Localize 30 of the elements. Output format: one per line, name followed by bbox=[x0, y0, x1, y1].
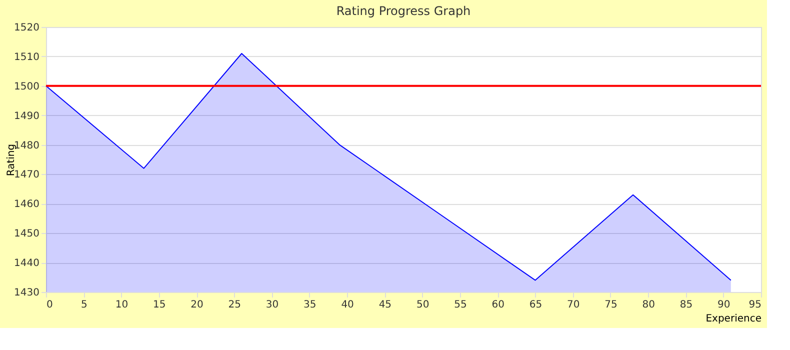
y-tick-label: 1490 bbox=[14, 110, 40, 122]
x-tick-label: 85 bbox=[680, 300, 693, 310]
x-tick-label: 60 bbox=[492, 300, 504, 310]
x-tick-label: 80 bbox=[642, 300, 655, 310]
x-tick-label: 20 bbox=[190, 300, 204, 310]
x-tick-label: 50 bbox=[416, 300, 430, 310]
x-tick-label: 30 bbox=[266, 300, 279, 310]
chart-title: Rating Progress Graph bbox=[336, 4, 471, 18]
x-tick-label: 65 bbox=[529, 300, 542, 310]
y-tick-label: 1430 bbox=[14, 288, 40, 298]
x-tick-label: 55 bbox=[454, 300, 467, 310]
x-axis-title: Experience bbox=[706, 314, 762, 324]
x-tick-label: 35 bbox=[304, 300, 316, 310]
x-tick-label: 10 bbox=[115, 300, 128, 310]
y-tick-label: 1460 bbox=[14, 199, 40, 210]
y-tick-label: 1450 bbox=[14, 228, 40, 240]
x-tick-label: 70 bbox=[566, 300, 580, 310]
y-tick-label: 1510 bbox=[14, 52, 40, 63]
x-tick-label: 75 bbox=[604, 300, 618, 310]
x-tick-label: 40 bbox=[341, 300, 354, 310]
x-tick-label: 90 bbox=[718, 300, 730, 310]
x-tick-label: 25 bbox=[228, 300, 242, 310]
x-tick-label: 95 bbox=[748, 300, 762, 310]
x-tick-label: 15 bbox=[153, 300, 166, 310]
x-tick-label: 0 bbox=[46, 300, 53, 310]
y-tick-label: 1440 bbox=[14, 258, 40, 270]
x-tick-label: 45 bbox=[378, 300, 392, 310]
y-tick-label: 1500 bbox=[14, 81, 40, 92]
y-tick-label: 1520 bbox=[14, 22, 40, 34]
x-tick-label: 5 bbox=[80, 300, 88, 310]
